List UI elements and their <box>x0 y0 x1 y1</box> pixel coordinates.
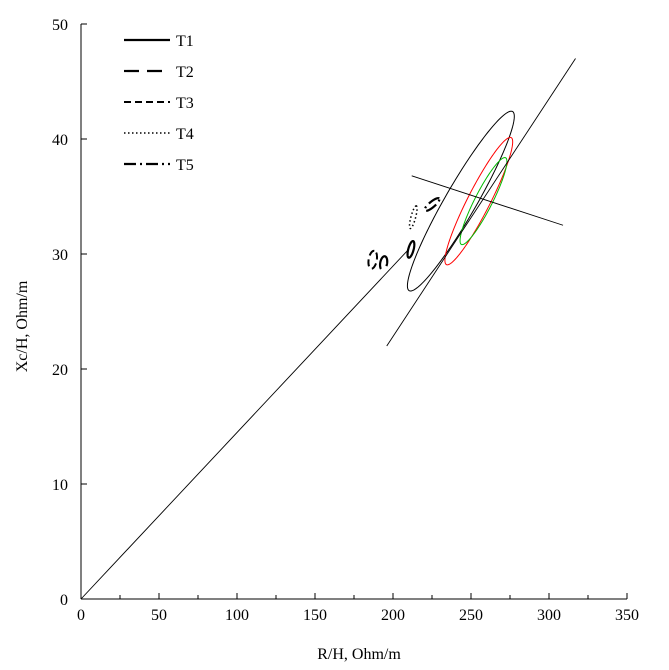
y-tick-label-0: 0 <box>60 592 68 609</box>
reference-line-1 <box>80 249 409 600</box>
x-tick-label-300: 300 <box>537 607 561 624</box>
legend-label-t5: T5 <box>176 157 194 174</box>
series-t5-ellipse <box>423 197 441 213</box>
x-tick-label-0: 0 <box>77 607 85 624</box>
reference-ellipse-3 <box>459 157 508 246</box>
x-tick-label-350: 350 <box>615 607 639 624</box>
legend-label-t3: T3 <box>176 95 194 112</box>
legend-label-t2: T2 <box>176 64 194 81</box>
legend-label-t1: T1 <box>176 33 194 50</box>
axes: 0 50 100 150 200 250 300 350 0 10 20 30 40 50 <box>52 17 639 624</box>
legend: T1 T2 T3 T4 T5 <box>124 33 194 174</box>
y-tick-label-50: 50 <box>52 17 68 34</box>
y-axis-title: Xc/H, Ohm/m <box>14 280 31 372</box>
y-tick-label-10: 10 <box>52 477 68 494</box>
x-tick-label-200: 200 <box>381 607 405 624</box>
x-tick-label-100: 100 <box>225 607 249 624</box>
series-t3-ellipse <box>367 249 379 270</box>
series-t4-ellipse <box>408 205 418 230</box>
series-t2-ellipse <box>378 255 389 272</box>
reference-ellipse-1 <box>406 110 515 292</box>
x-tick-label-50: 50 <box>151 607 167 624</box>
series-t1-ellipse <box>406 239 416 259</box>
reference-line-3 <box>411 175 564 226</box>
reference-ellipse-2 <box>444 136 514 266</box>
reference-line-2 <box>386 58 576 347</box>
y-tick-label-40: 40 <box>52 132 68 149</box>
reference-layer <box>80 58 576 600</box>
y-tick-label-20: 20 <box>52 362 68 379</box>
x-tick-label-150: 150 <box>303 607 327 624</box>
x-axis-title: R/H, Ohm/m <box>317 646 401 663</box>
series-layer <box>367 197 441 272</box>
y-tick-label-30: 30 <box>52 247 68 264</box>
legend-label-t4: T4 <box>176 126 194 143</box>
x-tick-label-250: 250 <box>459 607 483 624</box>
